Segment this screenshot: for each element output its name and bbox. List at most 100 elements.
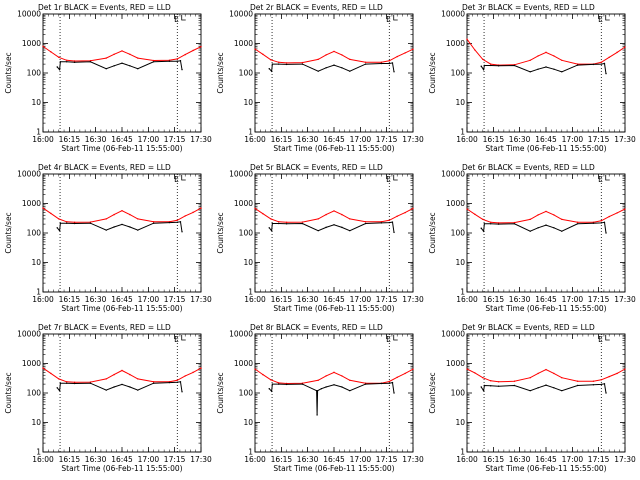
lld-data-point bbox=[380, 61, 383, 64]
lld-data-point bbox=[184, 53, 186, 56]
lld-data-point bbox=[105, 57, 107, 59]
events-series-line bbox=[268, 382, 395, 416]
events-data-point bbox=[89, 61, 92, 63]
flag-bracket bbox=[393, 175, 398, 181]
lld-data-point bbox=[616, 212, 618, 214]
lld-data-point bbox=[105, 218, 107, 220]
events-data-point bbox=[603, 221, 606, 224]
lld-data-point bbox=[404, 52, 406, 54]
panel-title: Det 5r BLACK = Events, RED = LLD bbox=[250, 163, 383, 172]
lld-data-point bbox=[624, 208, 626, 210]
y-tick-label: 100 bbox=[451, 389, 466, 398]
y-tick-label: 100 bbox=[27, 229, 42, 238]
y-tick-label: 10000 bbox=[229, 170, 253, 179]
panel-flag: E bbox=[598, 335, 603, 344]
events-data-point bbox=[482, 230, 485, 232]
x-tick-label: 16:30 bbox=[85, 295, 107, 304]
lld-data-point bbox=[561, 59, 563, 61]
x-tick-label: 17:30 bbox=[402, 135, 424, 144]
lld-data-point bbox=[537, 214, 539, 216]
x-tick-label: 16:15 bbox=[271, 135, 293, 144]
events-data-point bbox=[73, 382, 76, 385]
y-tick-label: 10 bbox=[31, 258, 41, 267]
panel-title: Det 7r BLACK = Events, RED = LLD bbox=[38, 323, 171, 332]
events-data-point bbox=[561, 71, 563, 73]
lld-data-point bbox=[490, 380, 492, 382]
x-tick-label: 17:30 bbox=[614, 295, 636, 304]
events-data-point bbox=[497, 65, 500, 67]
x-tick-label: 16:45 bbox=[535, 295, 557, 304]
panel-title: Det 3r BLACK = Events, RED = LLD bbox=[462, 3, 595, 12]
lld-data-point bbox=[396, 376, 398, 379]
events-data-point bbox=[152, 222, 155, 224]
events-data-point bbox=[268, 227, 270, 229]
events-data-point bbox=[349, 389, 351, 392]
x-tick-label: 16:45 bbox=[323, 135, 345, 144]
events-data-point bbox=[270, 70, 273, 72]
x-tick-label: 17:15 bbox=[376, 455, 398, 464]
lld-data-point bbox=[412, 368, 414, 370]
y-tick-label: 10 bbox=[455, 418, 465, 427]
panel-flag: E bbox=[174, 335, 179, 344]
lld-data-point bbox=[412, 48, 414, 50]
plot-frame bbox=[254, 333, 414, 453]
events-data-point bbox=[89, 222, 92, 224]
events-data-point bbox=[285, 223, 288, 225]
events-data-point bbox=[490, 223, 492, 225]
x-tick-label: 17:15 bbox=[164, 295, 186, 304]
events-data-point bbox=[605, 72, 607, 75]
flag-bracket bbox=[181, 175, 186, 181]
lld-data-point bbox=[388, 380, 390, 383]
lld-data-point bbox=[497, 222, 500, 224]
x-tick-label: 16:30 bbox=[297, 455, 319, 464]
events-data-point bbox=[388, 62, 390, 65]
plot-frame bbox=[254, 13, 414, 133]
lld-data-point bbox=[66, 59, 68, 61]
lld-data-point bbox=[513, 380, 516, 382]
events-data-point bbox=[480, 65, 482, 67]
events-data-point bbox=[482, 389, 485, 392]
lld-data-point bbox=[600, 220, 602, 222]
lld-data-point bbox=[105, 378, 107, 380]
lld-data-point bbox=[262, 53, 264, 56]
x-tick-label: 17:30 bbox=[190, 135, 212, 144]
panel-flag: E bbox=[386, 175, 391, 184]
x-tick-label: 16:45 bbox=[535, 455, 557, 464]
lld-data-point bbox=[396, 215, 398, 217]
lld-data-point bbox=[474, 213, 476, 216]
panel-flag: E bbox=[174, 15, 179, 24]
plot-frame bbox=[42, 173, 202, 293]
lld-data-point bbox=[553, 372, 555, 375]
y-tick-label: 1000 bbox=[234, 199, 253, 208]
x-tick-label: 16:15 bbox=[59, 135, 81, 144]
lld-data-point bbox=[474, 372, 476, 374]
plot-frame bbox=[42, 13, 202, 133]
x-axis-title: Start Time (06-Feb-11 15:55:00) bbox=[61, 464, 182, 473]
events-data-point bbox=[270, 229, 273, 232]
x-tick-label: 17:30 bbox=[190, 295, 212, 304]
events-data-point bbox=[513, 223, 516, 225]
panel-title: Det 8r BLACK = Events, RED = LLD bbox=[250, 323, 383, 332]
events-data-point bbox=[137, 67, 139, 70]
y-tick-label: 1000 bbox=[234, 39, 253, 48]
y-axis-title: Counts/sec bbox=[428, 372, 437, 413]
lld-data-point bbox=[537, 55, 539, 57]
x-tick-label: 16:15 bbox=[483, 295, 505, 304]
events-data-point bbox=[341, 226, 343, 229]
events-data-point bbox=[270, 390, 273, 392]
lld-data-point bbox=[482, 377, 484, 379]
lld-data-point bbox=[58, 378, 60, 380]
events-data-point bbox=[391, 62, 394, 64]
lld-data-point bbox=[561, 377, 563, 379]
lld-data-point bbox=[349, 58, 351, 61]
events-data-point bbox=[271, 222, 274, 225]
flag-bracket bbox=[181, 15, 186, 21]
lld-data-point bbox=[176, 219, 178, 221]
y-tick-label: 10000 bbox=[17, 10, 41, 19]
lld-data-point bbox=[388, 60, 390, 62]
x-axis-title: Start Time (06-Feb-11 15:55:00) bbox=[485, 464, 606, 473]
events-data-point bbox=[168, 60, 171, 62]
lld-data-point bbox=[553, 214, 555, 216]
events-data-point bbox=[137, 389, 139, 391]
events-data-point bbox=[121, 383, 123, 386]
